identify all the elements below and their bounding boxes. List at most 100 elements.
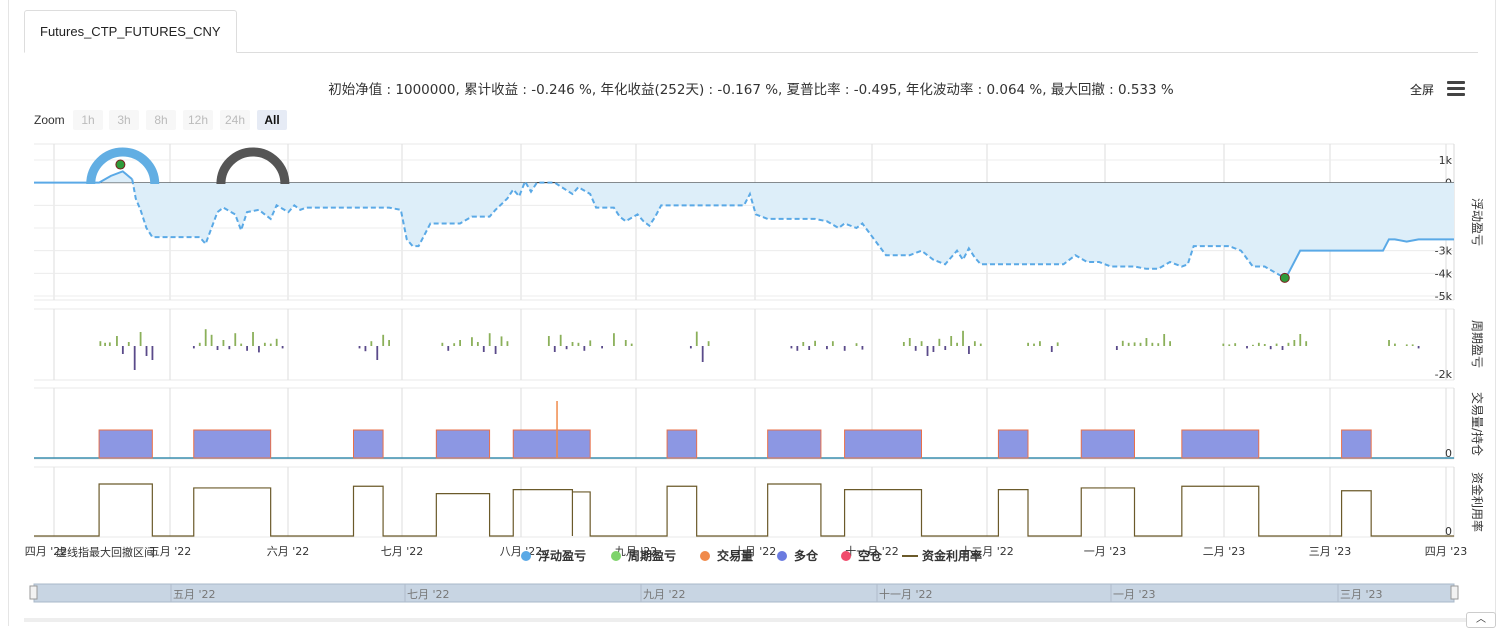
period-pnl-bar (471, 337, 473, 346)
long-position-block (767, 429, 822, 459)
period-pnl-bar (139, 332, 142, 346)
period-pnl-bar (269, 343, 272, 346)
zoom-1h-button[interactable]: 1h (73, 110, 103, 130)
period-pnl-bar (488, 333, 491, 346)
max-drawdown-marker (115, 159, 126, 170)
zoom-all-button[interactable]: All (257, 110, 287, 130)
period-pnl-bar (246, 346, 248, 351)
period-pnl-bar (506, 341, 509, 346)
hamburger-menu-icon[interactable] (1447, 81, 1465, 96)
fullscreen-button[interactable]: 全屏 (1410, 83, 1435, 97)
period-pnl-bar (1252, 344, 1254, 346)
x-tick-label: 二月 '23 (1203, 545, 1246, 558)
legend-marker (777, 551, 787, 561)
pane-title-period-pnl: 周期盈亏 (1470, 320, 1484, 368)
period-pnl-bar (198, 342, 201, 346)
legend-marker (521, 551, 531, 561)
period-pnl-bar (494, 346, 497, 354)
legend-label: 周期盈亏 (628, 548, 676, 563)
period-pnl-bar (601, 346, 603, 349)
legend-label: 空仓 (858, 548, 883, 563)
zoom-label: Zoom (34, 113, 65, 127)
period-pnl-bar (843, 346, 846, 351)
long-position-block (1341, 429, 1372, 459)
performance-summary: 初始净值 : 1000000, 累计收益 : -0.246 %, 年化收益(25… (328, 82, 1174, 98)
period-pnl-bar (920, 341, 923, 346)
capital-utilization-line (34, 483, 1454, 537)
period-pnl-bar (938, 338, 941, 346)
period-pnl-bar (116, 336, 118, 346)
y-tick-label: -5k (1435, 290, 1453, 303)
period-pnl-bar (950, 336, 953, 346)
tab-futures-ctp[interactable]: Futures_CTP_FUTURES_CNY (24, 10, 237, 53)
period-pnl-bar (1163, 334, 1166, 346)
period-pnl-bar (127, 342, 130, 346)
period-pnl-bar (1050, 346, 1053, 352)
zoom-8h-button[interactable]: 8h (146, 110, 176, 130)
period-pnl-bar (133, 346, 136, 370)
y-tick-label: 0 (1445, 447, 1452, 460)
period-pnl-bar (1299, 334, 1302, 346)
x-tick-label: 四月 '22 (25, 545, 68, 558)
period-pnl-bar (1115, 346, 1118, 350)
long-position-block (512, 429, 591, 459)
period-pnl-bar (589, 340, 592, 346)
period-pnl-bar (1228, 344, 1231, 346)
zoom-3h-button[interactable]: 3h (109, 110, 139, 130)
period-pnl-bar (228, 346, 231, 350)
y-tick-label: -4k (1435, 267, 1453, 280)
period-pnl-bar (855, 343, 858, 346)
period-pnl-bar (275, 338, 278, 346)
period-pnl-bar (1405, 344, 1408, 346)
long-position-block (844, 429, 922, 459)
long-position-block (435, 429, 491, 459)
legend-label: 浮动盈亏 (538, 548, 586, 563)
navigator-tick-label: 十一月 '22 (879, 587, 933, 601)
period-pnl-bar (1127, 342, 1130, 346)
period-pnl-bar (281, 346, 284, 349)
period-pnl-bar (968, 346, 970, 354)
period-pnl-bar (861, 346, 864, 350)
period-pnl-bar (1133, 342, 1136, 346)
period-pnl-bar (831, 341, 834, 346)
period-pnl-bar (613, 333, 615, 346)
period-pnl-bar (121, 346, 124, 354)
legend-marker (841, 551, 851, 561)
period-pnl-bar (559, 334, 562, 346)
period-pnl-bar (1027, 342, 1029, 346)
x-tick-label: 四月 '23 (1425, 545, 1468, 558)
period-pnl-bar (944, 346, 947, 350)
period-pnl-bar (583, 346, 586, 351)
zoom-12h-button[interactable]: 12h (183, 110, 213, 130)
period-pnl-bar (358, 346, 361, 349)
period-pnl-bar (1417, 346, 1420, 349)
period-pnl-bar (216, 346, 219, 350)
period-pnl-bar (482, 346, 485, 352)
period-pnl-bar (145, 346, 148, 356)
tab-bar: Futures_CTP_FUTURES_CNY (24, 10, 1478, 53)
long-position-block (997, 429, 1029, 459)
legend-label: 资金利用率 (922, 548, 982, 563)
period-pnl-bar (104, 342, 106, 346)
period-pnl-bar (1263, 344, 1266, 346)
period-pnl-bar (553, 346, 556, 352)
period-pnl-bar (1275, 343, 1278, 346)
x-tick-label: 九月 '22 (615, 545, 658, 558)
period-pnl-bar (707, 341, 710, 346)
period-pnl-bar (192, 346, 195, 349)
pane-title-volume-position: 交易量/持仓 (1470, 392, 1485, 456)
period-pnl-bar (447, 346, 450, 351)
period-pnl-bar (500, 336, 503, 346)
period-pnl-bar (441, 342, 444, 346)
zoom-24h-button[interactable]: 24h (220, 110, 250, 130)
legend-label: 多仓 (794, 548, 819, 563)
period-pnl-bar (1287, 342, 1290, 346)
period-pnl-bar (234, 333, 237, 346)
y-tick-label: 1k (1439, 154, 1453, 167)
period-pnl-bar (689, 346, 692, 349)
period-pnl-bar (695, 331, 698, 346)
period-pnl-bar (1257, 342, 1260, 346)
long-position-block (1181, 429, 1260, 459)
period-pnl-bar (240, 343, 243, 346)
